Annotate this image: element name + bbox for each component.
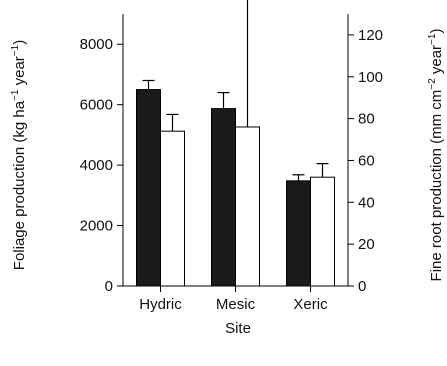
right-tick-label: 60 (358, 152, 375, 169)
x-axis: Hydric Mesic Xeric (123, 285, 348, 313)
right-y-axis: 0 20 40 60 80 100 120 (347, 14, 383, 295)
right-tick-label: 0 (358, 278, 366, 295)
right-tick-label: 80 (358, 111, 375, 128)
right-tick-label: 100 (358, 69, 383, 86)
bars (136, 0, 335, 287)
left-y-axis-title: Foliage production (kg ha−1 year−1) (10, 40, 28, 270)
right-tick-label: 40 (358, 194, 375, 211)
x-axis-title: Site (225, 320, 251, 337)
x-tick-label: Xeric (293, 296, 328, 313)
foliage-bar (286, 180, 311, 287)
fine-root-bar (310, 176, 335, 287)
foliage-bar (136, 89, 161, 287)
fine-root-bar (235, 126, 260, 287)
x-tick-label: Mesic (216, 296, 256, 313)
right-tick-label: 120 (358, 27, 383, 44)
foliage-bar (211, 108, 236, 287)
left-tick-label: 2000 (80, 218, 113, 235)
left-y-axis: 0 2000 4000 6000 8000 (80, 14, 124, 295)
right-tick-label: 20 (358, 236, 375, 253)
left-tick-label: 0 (105, 278, 113, 295)
right-y-axis-title: Fine root production (mm cm−2 year−1) (427, 29, 445, 282)
x-tick-label: Hydric (139, 296, 182, 313)
left-tick-label: 6000 (80, 97, 113, 114)
left-tick-label: 8000 (80, 36, 113, 53)
left-tick-label: 4000 (80, 157, 113, 174)
fine-root-bar (160, 130, 185, 287)
